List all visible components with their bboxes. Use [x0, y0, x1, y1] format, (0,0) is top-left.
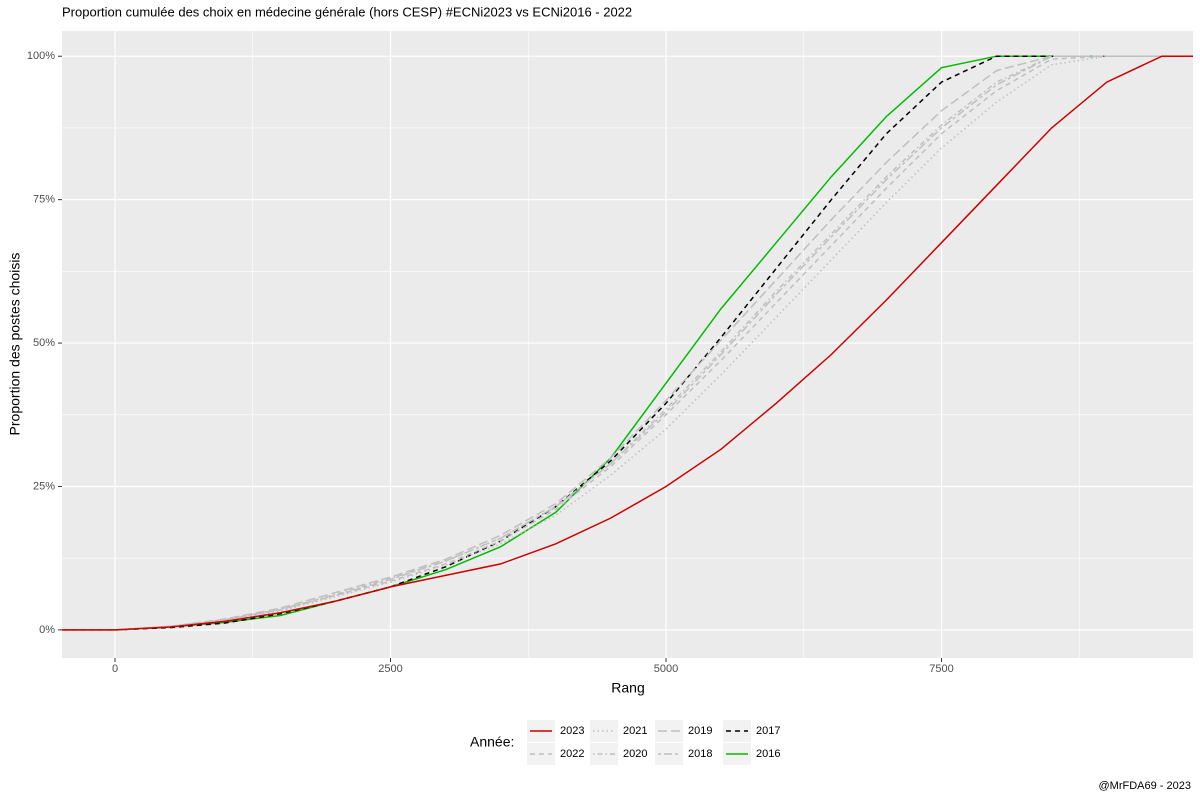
legend-title: Année:	[470, 734, 514, 750]
y-axis-title: Proportion des postes choisis	[7, 253, 23, 436]
legend-label: 2021	[623, 725, 647, 737]
chart-title: Proportion cumulée des choix en médecine…	[62, 4, 632, 19]
legend-key	[655, 720, 683, 742]
y-tick-label: 50%	[33, 337, 55, 349]
legend-key	[590, 743, 618, 765]
legend-label: 2018	[688, 748, 712, 760]
x-axis-title: Rang	[611, 680, 644, 696]
x-tick-label: 5000	[654, 663, 678, 675]
legend-label: 2020	[623, 748, 647, 760]
legend-label: 2023	[560, 725, 584, 737]
series-line	[62, 55, 1193, 631]
legend-key	[590, 720, 618, 742]
series-line	[62, 55, 1193, 631]
plot-panel	[62, 31, 1193, 658]
x-tick-label: 0	[112, 663, 118, 675]
y-tick-label: 100%	[27, 50, 55, 62]
series-line	[62, 55, 1193, 631]
legend-label: 2017	[756, 725, 780, 737]
legend-label: 2019	[688, 725, 712, 737]
y-tick-label: 25%	[33, 480, 55, 492]
x-tick-label: 2500	[378, 663, 402, 675]
legend-label: 2022	[560, 748, 584, 760]
series-line	[62, 55, 1193, 631]
caption: @MrFDA69 - 2023	[1099, 780, 1191, 792]
y-tick-label: 75%	[33, 194, 55, 206]
series-line	[62, 55, 1193, 631]
legend-label: 2016	[756, 748, 780, 760]
series-line	[62, 55, 1193, 631]
x-tick-label: 7500	[929, 663, 953, 675]
y-tick-label: 0%	[39, 624, 55, 636]
